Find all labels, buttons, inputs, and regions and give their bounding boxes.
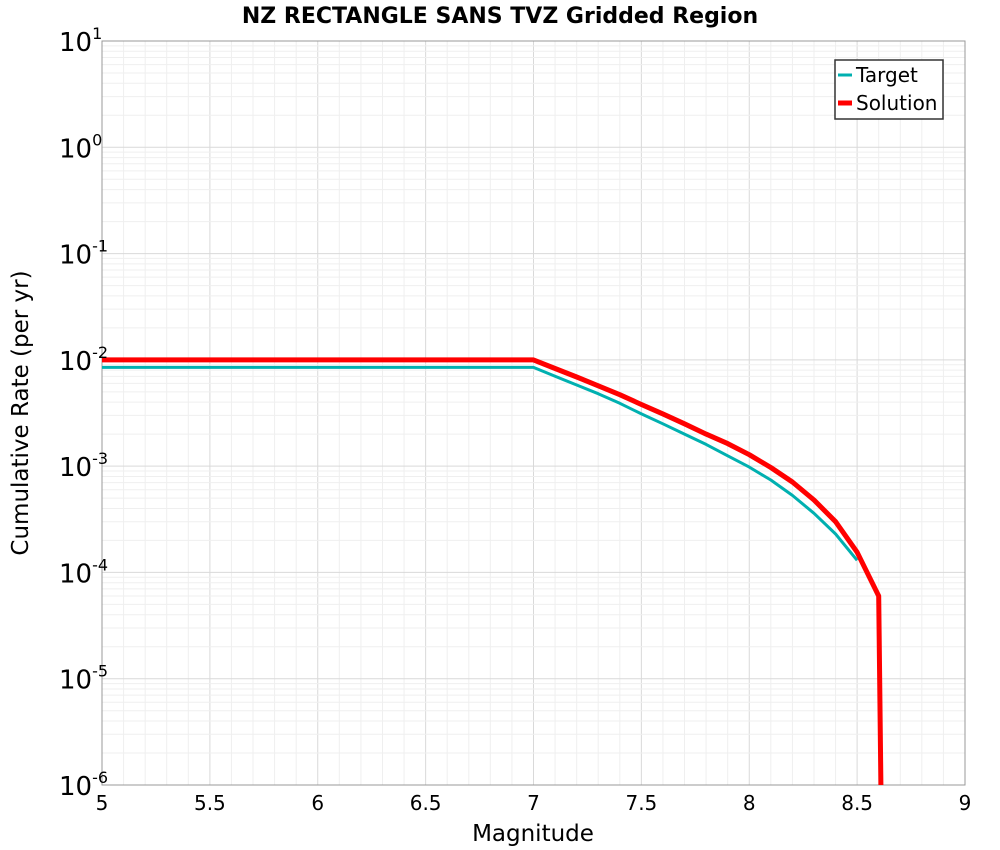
y-tick-label: 10-3 — [59, 449, 108, 483]
x-tick-label: 6 — [311, 791, 324, 815]
grid-lines — [102, 41, 965, 785]
x-tick-label: 8.5 — [841, 791, 873, 815]
x-tick-label: 9 — [959, 791, 972, 815]
y-tick-exponent: -4 — [92, 555, 108, 574]
series-line-solution — [102, 357, 884, 786]
legend-box — [834, 59, 944, 120]
x-tick-label: 7 — [527, 791, 540, 815]
legend-label-target: Target — [855, 63, 918, 87]
x-tick-label: 8 — [743, 791, 756, 815]
legend-label-solution: Solution — [856, 91, 937, 115]
y-tick-exponent: -3 — [92, 449, 108, 468]
series-layer — [102, 357, 884, 786]
y-tick-exponent: -1 — [92, 237, 108, 256]
y-tick-exponent: -6 — [92, 768, 108, 787]
x-axis-ticks: 5 5.5 6 6.5 7 7.5 8 8.5 9 — [96, 791, 972, 815]
x-axis-label: Magnitude — [472, 821, 594, 847]
x-tick-label: 7.5 — [625, 791, 657, 815]
legend: Target Solution — [834, 59, 944, 120]
y-tick-exponent: -5 — [92, 662, 108, 681]
y-tick-exponent: -2 — [92, 343, 108, 362]
x-tick-label: 5 — [96, 791, 109, 815]
y-tick-label: 10-5 — [59, 662, 108, 696]
chart-title: NZ RECTANGLE SANS TVZ Gridded Region — [242, 4, 758, 29]
x-tick-label: 5.5 — [194, 791, 226, 815]
series-line-target — [102, 365, 859, 562]
y-tick-exponent: 1 — [92, 24, 102, 43]
plot-area-frame — [101, 40, 966, 786]
y-tick-label: 100 — [59, 130, 102, 164]
y-tick-exponent: 0 — [92, 130, 102, 149]
y-axis-label: Cumulative Rate (per yr) — [8, 270, 34, 555]
x-tick-label: 6.5 — [410, 791, 442, 815]
